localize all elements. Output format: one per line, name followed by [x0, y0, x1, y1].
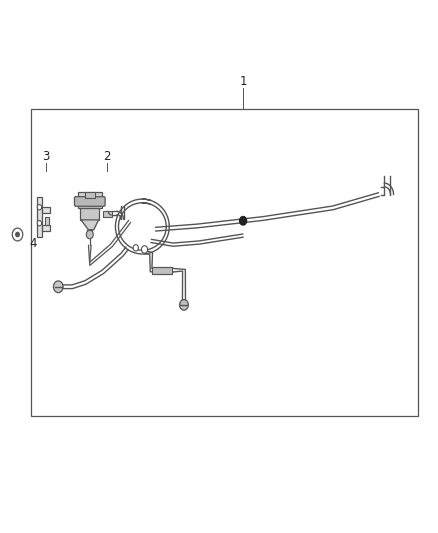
Bar — [31, 109, 418, 416]
Bar — [37, 197, 42, 237]
Circle shape — [141, 246, 148, 253]
Text: 3: 3 — [42, 150, 49, 163]
Circle shape — [86, 230, 93, 239]
Bar — [42, 207, 50, 213]
Circle shape — [37, 205, 42, 210]
Bar — [152, 266, 172, 274]
Bar — [42, 225, 50, 231]
Text: 1: 1 — [239, 75, 247, 88]
Circle shape — [53, 281, 63, 293]
Bar — [78, 192, 102, 208]
Polygon shape — [81, 220, 99, 230]
Circle shape — [133, 245, 138, 251]
FancyBboxPatch shape — [74, 197, 105, 206]
Bar — [85, 192, 95, 198]
Circle shape — [240, 216, 247, 225]
Circle shape — [12, 228, 23, 241]
Bar — [80, 208, 99, 220]
Bar — [103, 211, 112, 217]
Circle shape — [16, 232, 19, 237]
Circle shape — [37, 221, 42, 226]
Text: 4: 4 — [29, 237, 37, 250]
Bar — [45, 217, 49, 225]
Circle shape — [180, 300, 188, 310]
Text: 2: 2 — [103, 150, 111, 163]
